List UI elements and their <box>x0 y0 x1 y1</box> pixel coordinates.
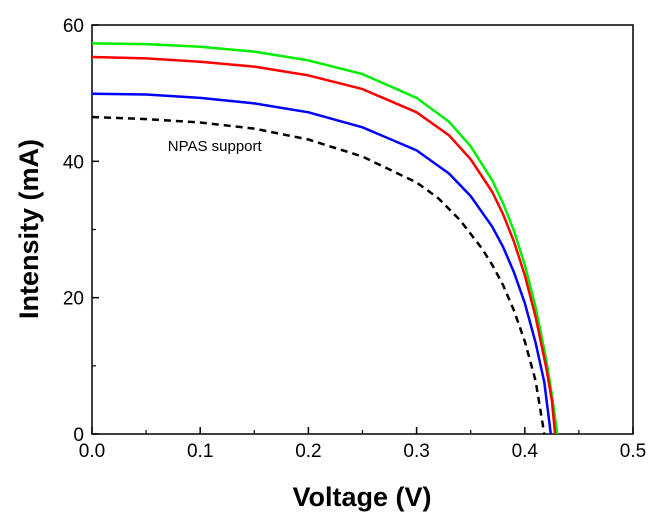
x-tick-label: 0.2 <box>295 441 321 462</box>
y-axis-title: Intensity (mA) <box>14 139 44 319</box>
plot-frame <box>91 24 634 435</box>
y-tick-label: 20 <box>63 289 84 310</box>
y-tick-label: 40 <box>63 152 84 173</box>
x-axis-title: Voltage (V) <box>292 482 431 512</box>
annotation-layer: NPAS support <box>168 138 263 155</box>
x-axis-ticks: 0.0 0.1 0.2 0.3 0.4 0.5 <box>79 427 646 462</box>
series-line-2 <box>91 55 557 435</box>
series-line-1 <box>91 42 559 435</box>
series-line-4 <box>91 115 546 435</box>
y-tick-label: 60 <box>63 16 84 37</box>
x-tick-label: 0.1 <box>187 441 213 462</box>
series-layer <box>91 42 559 435</box>
x-tick-label: 0.5 <box>620 441 646 462</box>
x-tick-label: 0.0 <box>79 441 105 462</box>
x-tick-label: 0.4 <box>512 441 539 462</box>
y-axis-ticks: 0 20 40 60 <box>63 16 99 446</box>
series-line-3 <box>91 92 553 435</box>
x-tick-label: 0.3 <box>403 441 429 462</box>
annotation-npas-support: NPAS support <box>168 138 263 155</box>
y-tick-label: 0 <box>73 425 84 446</box>
